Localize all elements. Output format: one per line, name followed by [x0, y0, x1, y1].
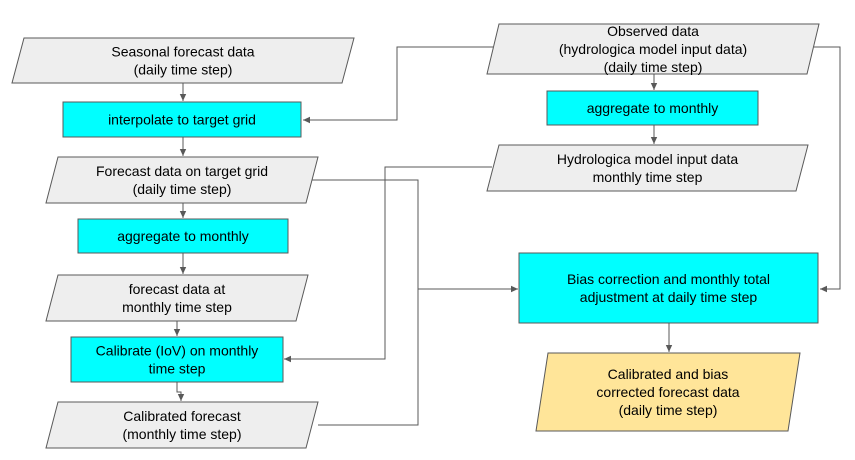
edge-hydro-monthly-to-calibrate: [284, 166, 492, 363]
nodes: Seasonal forecast data (daily time step) i…: [11, 23, 820, 449]
observed-data-shape: [486, 23, 820, 75]
node-seasonal-forecast: Seasonal forecast data (daily time step): [11, 37, 355, 84]
calibrate-label-line: time step: [149, 361, 206, 377]
bias-correction-label-line: adjustment at daily time step: [580, 289, 758, 305]
edge-calibrated-forecast-to-bias-correction: [318, 289, 419, 426]
node-calibrated-forecast: Calibrated forecast (monthly time step): [45, 401, 319, 449]
seasonal-forecast-data-shape: [11, 37, 355, 84]
forecast-monthly-data-shape: [45, 274, 309, 322]
final-output-label-line: corrected forecast data: [596, 384, 739, 400]
observed-label-line: Observed data: [607, 23, 699, 39]
seasonal-forecast-label-line: Seasonal forecast data: [111, 44, 254, 60]
aggregate-observed-label-line: aggregate to monthly: [587, 100, 719, 116]
calibrate-process-box: [70, 336, 284, 383]
interpolate-process-box: [62, 101, 302, 138]
bias-correction-process-box: [518, 252, 819, 324]
connectors: [173, 46, 841, 426]
interpolate-label-line: interpolate to target grid: [108, 112, 256, 128]
final-output-output-shape: [535, 352, 801, 432]
calibrated-forecast-data-shape: [45, 401, 319, 449]
forecast-target-grid-label-line: (daily time step): [133, 181, 232, 197]
final-output-label-line: (daily time step): [619, 402, 718, 418]
final-output-label-line: Calibrated and bias: [608, 366, 729, 382]
hydro-monthly-label-line: Hydrologica model input data: [557, 151, 739, 167]
forecast-target-grid-label-line: Forecast data on target grid: [96, 163, 268, 179]
calibrated-forecast-label-line: Calibrated forecast: [123, 408, 241, 424]
node-aggregate-forecast: aggregate to monthly: [77, 218, 289, 254]
hydro-monthly-label-line: monthly time step: [593, 169, 703, 185]
node-hydro-monthly: Hydrologica model input data monthly time…: [486, 144, 809, 192]
forecast-target-grid-data-shape: [45, 156, 319, 204]
calibrate-label-line: Calibrate (IoV) on monthly: [96, 343, 259, 359]
aggregate-forecast-process-box: [77, 218, 289, 254]
hydro-monthly-data-shape: [486, 144, 809, 192]
bias-correction-label-line: Bias correction and monthly total: [567, 271, 770, 287]
node-final-output: Calibrated and bias corrected forecast da…: [535, 352, 801, 432]
observed-label-line: (daily time step): [604, 59, 703, 75]
node-forecast-target-grid: Forecast data on target grid (daily time …: [45, 156, 319, 204]
forecast-monthly-label-line: forecast data at: [129, 281, 226, 297]
calibrated-forecast-label-line: (monthly time step): [122, 426, 241, 442]
edge-calibrate-to-calibrated-forecast: [176, 382, 185, 401]
edge-observed-to-interpolate: [303, 46, 493, 124]
aggregate-observed-process-box: [546, 90, 759, 126]
forecast-monthly-label-line: monthly time step: [122, 299, 232, 315]
observed-label-line: (hydrologica model input data): [559, 41, 747, 57]
node-interpolate: interpolate to target grid: [62, 101, 302, 138]
aggregate-forecast-label-line: aggregate to monthly: [117, 228, 249, 244]
edge-forecast-target-grid-to-bias-correction: [312, 179, 518, 293]
seasonal-forecast-label-line: (daily time step): [134, 62, 233, 78]
node-calibrate: Calibrate (IoV) on monthly time step: [70, 336, 284, 383]
node-observed: Observed data (hydrologica model input da…: [486, 23, 820, 75]
node-forecast-monthly: forecast data at monthly time step: [45, 274, 309, 322]
node-aggregate-observed: aggregate to monthly: [546, 90, 759, 126]
node-bias-correction: Bias correction and monthly total adjustm…: [518, 252, 819, 324]
edge-observed-to-bias-correction: [814, 46, 841, 293]
